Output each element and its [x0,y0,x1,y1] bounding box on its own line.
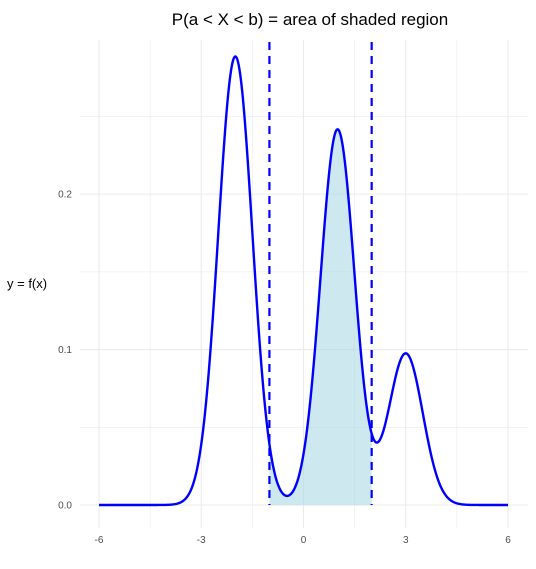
x-tick-label: 3 [403,535,409,546]
x-axis-ticks: -6 -3 0 3 6 [95,535,512,546]
y-tick-label: 0.1 [58,345,72,356]
y-tick-label: 0.2 [58,190,72,201]
chart-title: P(a < X < b) = area of shaded region [172,10,448,29]
x-tick-label: -6 [95,535,104,546]
y-tick-label: 0.0 [58,501,72,512]
y-axis-label: y = f(x) [7,276,47,291]
x-tick-label: -3 [197,535,206,546]
y-axis-ticks: 0.0 0.1 0.2 [58,190,72,512]
x-tick-label: 0 [301,535,307,546]
density-curve [98,55,509,507]
x-tick-label: 6 [505,535,511,546]
shaded-region [269,129,372,506]
